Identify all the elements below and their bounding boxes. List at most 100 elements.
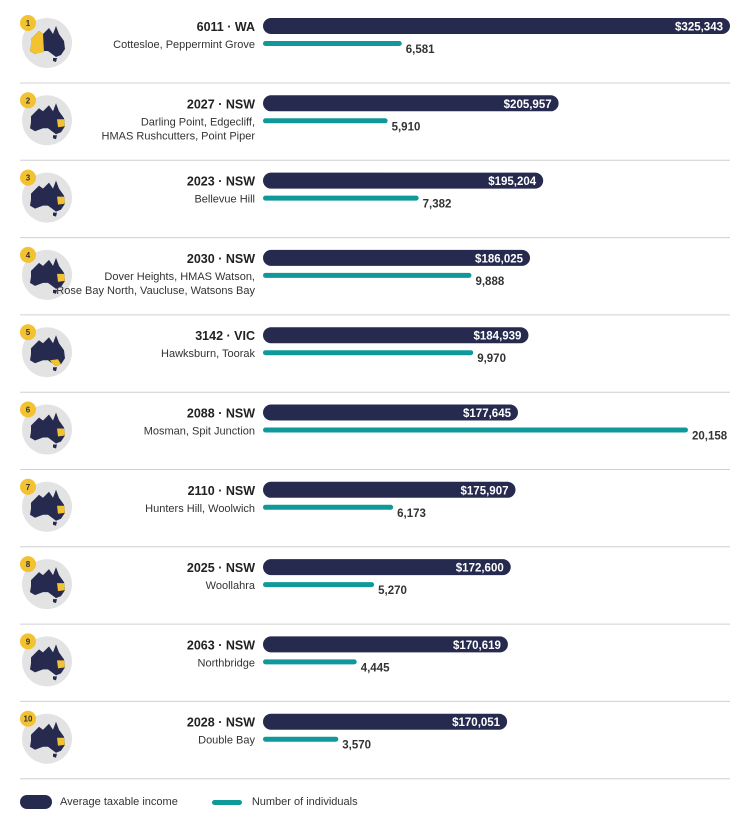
state-highlight-shape <box>30 31 44 54</box>
individuals-bar <box>263 659 357 665</box>
australia-map-nsw-icon <box>30 412 65 449</box>
postcode-value: 2063 <box>187 638 215 652</box>
suburb-label: Hawksburn, Toorak <box>161 348 255 360</box>
income-bar <box>263 481 516 498</box>
data-row: 6 2088 · NSW Mosman, Spit Junction $177,645… <box>20 401 730 470</box>
australia-mainland-shape <box>30 567 65 599</box>
tasmania-shape <box>53 753 57 758</box>
australia-map-nsw-icon <box>30 644 65 681</box>
rank-number: 3 <box>26 174 31 183</box>
income-label: $172,600 <box>456 563 504 575</box>
suburb-label: Northbridge <box>198 657 255 669</box>
income-bar <box>263 172 544 189</box>
postcode-value: 6011 <box>197 20 224 34</box>
rank-number: 5 <box>26 328 31 337</box>
individuals-bar <box>263 272 472 278</box>
rank-badge <box>20 169 36 186</box>
state-value: · NSW <box>215 716 255 730</box>
australia-map-vic-icon <box>30 335 65 372</box>
state-value: · VIC <box>223 329 255 343</box>
rank-number: 8 <box>26 560 31 569</box>
rank-badge <box>20 401 36 418</box>
postcode-value: 2025 <box>187 561 215 575</box>
state-value: · NSW <box>215 638 255 652</box>
suburb-label: HMAS Rushcutters, Point Piper <box>102 130 256 142</box>
state-value: · NSW <box>215 484 255 498</box>
individuals-label: 7,382 <box>423 199 452 211</box>
state-highlight-shape <box>57 737 65 746</box>
rank-badge <box>20 324 36 341</box>
individuals-label: 5,910 <box>392 121 421 133</box>
rank-badge <box>20 246 36 263</box>
data-row: 3 2023 · NSW Bellevue Hill $195,204 7,382 <box>20 169 730 239</box>
income-bar <box>263 636 508 653</box>
income-bar <box>263 249 531 266</box>
individuals-bar <box>263 582 375 588</box>
individuals-label: 20,158 <box>692 431 728 443</box>
state-highlight-shape <box>57 196 65 205</box>
individuals-bar <box>263 504 394 510</box>
state-value: · NSW <box>215 97 255 111</box>
tasmania-shape <box>53 599 57 604</box>
income-label: $175,907 <box>461 485 509 497</box>
income-label: $186,025 <box>475 253 524 265</box>
data-row: 4 2030 · NSW Dover Heights, HMAS Watson, Ro… <box>20 246 730 316</box>
australia-map-nsw-icon <box>30 567 65 604</box>
income-label: $170,619 <box>453 640 501 652</box>
tasmania-shape <box>53 58 57 62</box>
rank-badge <box>20 633 36 650</box>
postcode-heading: 2088 · NSW <box>187 407 255 421</box>
data-row: 2 2027 · NSW Darling Point, Edgecliff, HMAS… <box>20 92 730 161</box>
rank-badge <box>20 478 36 495</box>
income-chart: 1 6011 · WA Cottesloe, Peppermint Grove $32… <box>20 15 730 780</box>
postcode-heading: 3142 · VIC <box>195 329 255 343</box>
data-row: 9 2063 · NSW Northbridge $170,619 4,445 <box>20 633 730 702</box>
income-bar <box>263 327 529 344</box>
income-bar <box>263 95 559 112</box>
income-bar <box>263 713 508 730</box>
tasmania-shape <box>53 444 57 449</box>
tasmania-shape <box>53 521 57 526</box>
individuals-label: 3,570 <box>342 740 371 752</box>
postcode-value: 2030 <box>187 252 215 266</box>
income-bar <box>263 404 518 421</box>
rank-number: 9 <box>26 637 31 646</box>
individuals-label: 5,270 <box>378 585 407 597</box>
individuals-bar <box>263 736 339 742</box>
tasmania-shape <box>53 367 57 372</box>
state-highlight-shape <box>50 359 61 367</box>
australia-mainland-shape <box>30 257 65 289</box>
income-bar <box>263 18 730 34</box>
australia-mainland-shape <box>30 335 65 367</box>
income-label: $205,957 <box>504 99 552 111</box>
rank-badge <box>20 710 36 727</box>
rank-number: 1 <box>26 19 31 28</box>
individuals-bar <box>263 118 388 124</box>
chart-legend: Average taxable income Number of individ… <box>20 792 392 812</box>
australia-map-nsw-icon <box>30 257 65 294</box>
legend-swatch-income <box>20 795 52 809</box>
individuals-bar <box>263 350 474 356</box>
individuals-label: 4,445 <box>361 662 390 674</box>
suburb-label: Mosman, Spit Junction <box>144 426 255 438</box>
postcode-value: 2027 <box>187 97 215 111</box>
postcode-heading: 2063 · NSW <box>187 638 255 652</box>
australia-mainland-shape <box>30 644 65 676</box>
suburb-label: Hunters Hill, Woolwich <box>145 503 255 515</box>
data-row: 1 6011 · WA Cottesloe, Peppermint Grove $32… <box>20 15 730 84</box>
suburb-label: Bellevue Hill <box>194 194 255 206</box>
suburb-label: Double Bay <box>198 735 255 747</box>
australia-mainland-shape <box>30 180 65 212</box>
suburb-label: Cottesloe, Peppermint Grove <box>113 39 255 51</box>
income-label: $177,645 <box>463 408 512 420</box>
income-label: $170,051 <box>452 717 501 729</box>
rank-number: 2 <box>26 96 31 105</box>
postcode-value: 2110 <box>188 484 215 498</box>
postcode-value: 3142 <box>195 329 223 343</box>
income-label: $195,204 <box>488 176 537 188</box>
postcode-value: 2023 <box>187 175 215 189</box>
state-highlight-shape <box>57 660 65 669</box>
individuals-label: 9,970 <box>477 353 506 365</box>
postcode-heading: 2030 · NSW <box>187 252 255 266</box>
australia-mainland-shape <box>30 103 65 135</box>
